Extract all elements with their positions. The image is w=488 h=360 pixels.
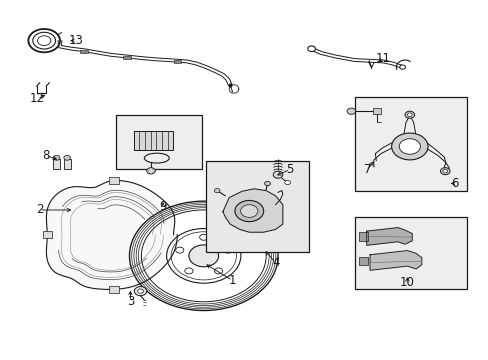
- Bar: [123, 56, 131, 59]
- Bar: [109, 177, 119, 184]
- Circle shape: [307, 46, 315, 51]
- Circle shape: [175, 247, 183, 253]
- Text: 13: 13: [68, 34, 83, 47]
- Text: 4: 4: [271, 256, 279, 269]
- Polygon shape: [369, 251, 421, 270]
- Circle shape: [38, 36, 51, 45]
- Text: 3: 3: [126, 295, 134, 308]
- Text: 12: 12: [30, 93, 45, 105]
- FancyBboxPatch shape: [134, 131, 172, 150]
- Circle shape: [214, 268, 222, 274]
- Circle shape: [234, 201, 263, 222]
- Circle shape: [442, 170, 447, 173]
- Bar: [42, 231, 52, 238]
- Circle shape: [199, 234, 207, 240]
- Text: 2: 2: [36, 203, 43, 216]
- Circle shape: [399, 65, 405, 69]
- Bar: [80, 50, 88, 53]
- Circle shape: [134, 287, 146, 296]
- Text: 7: 7: [364, 163, 371, 176]
- Circle shape: [223, 247, 231, 253]
- Circle shape: [137, 289, 143, 293]
- Circle shape: [407, 113, 411, 117]
- Text: 8: 8: [42, 149, 49, 162]
- Circle shape: [404, 111, 414, 118]
- Bar: [116, 115, 202, 170]
- Circle shape: [273, 171, 282, 178]
- Circle shape: [399, 139, 420, 154]
- Circle shape: [146, 168, 155, 174]
- Text: 11: 11: [375, 52, 390, 65]
- Bar: [372, 108, 380, 114]
- Bar: [358, 257, 367, 265]
- Bar: [109, 286, 119, 293]
- Circle shape: [188, 245, 218, 267]
- Circle shape: [64, 155, 70, 160]
- Circle shape: [264, 181, 270, 186]
- Bar: [64, 159, 70, 170]
- Text: 9: 9: [159, 200, 166, 213]
- Text: 5: 5: [286, 163, 293, 176]
- Circle shape: [284, 180, 290, 185]
- Text: 6: 6: [451, 177, 458, 190]
- Bar: [53, 159, 60, 170]
- Circle shape: [240, 205, 257, 217]
- Polygon shape: [223, 189, 282, 232]
- Bar: [358, 232, 367, 241]
- Bar: [173, 60, 181, 63]
- Circle shape: [346, 108, 355, 114]
- Polygon shape: [366, 228, 411, 245]
- Circle shape: [184, 268, 193, 274]
- Circle shape: [440, 168, 449, 175]
- Text: 1: 1: [228, 274, 236, 287]
- Bar: [206, 161, 308, 252]
- Polygon shape: [46, 180, 177, 289]
- Text: 10: 10: [399, 276, 414, 289]
- Bar: [354, 97, 467, 190]
- Circle shape: [391, 133, 427, 160]
- Circle shape: [214, 189, 220, 193]
- Circle shape: [53, 155, 60, 160]
- Bar: [354, 217, 467, 289]
